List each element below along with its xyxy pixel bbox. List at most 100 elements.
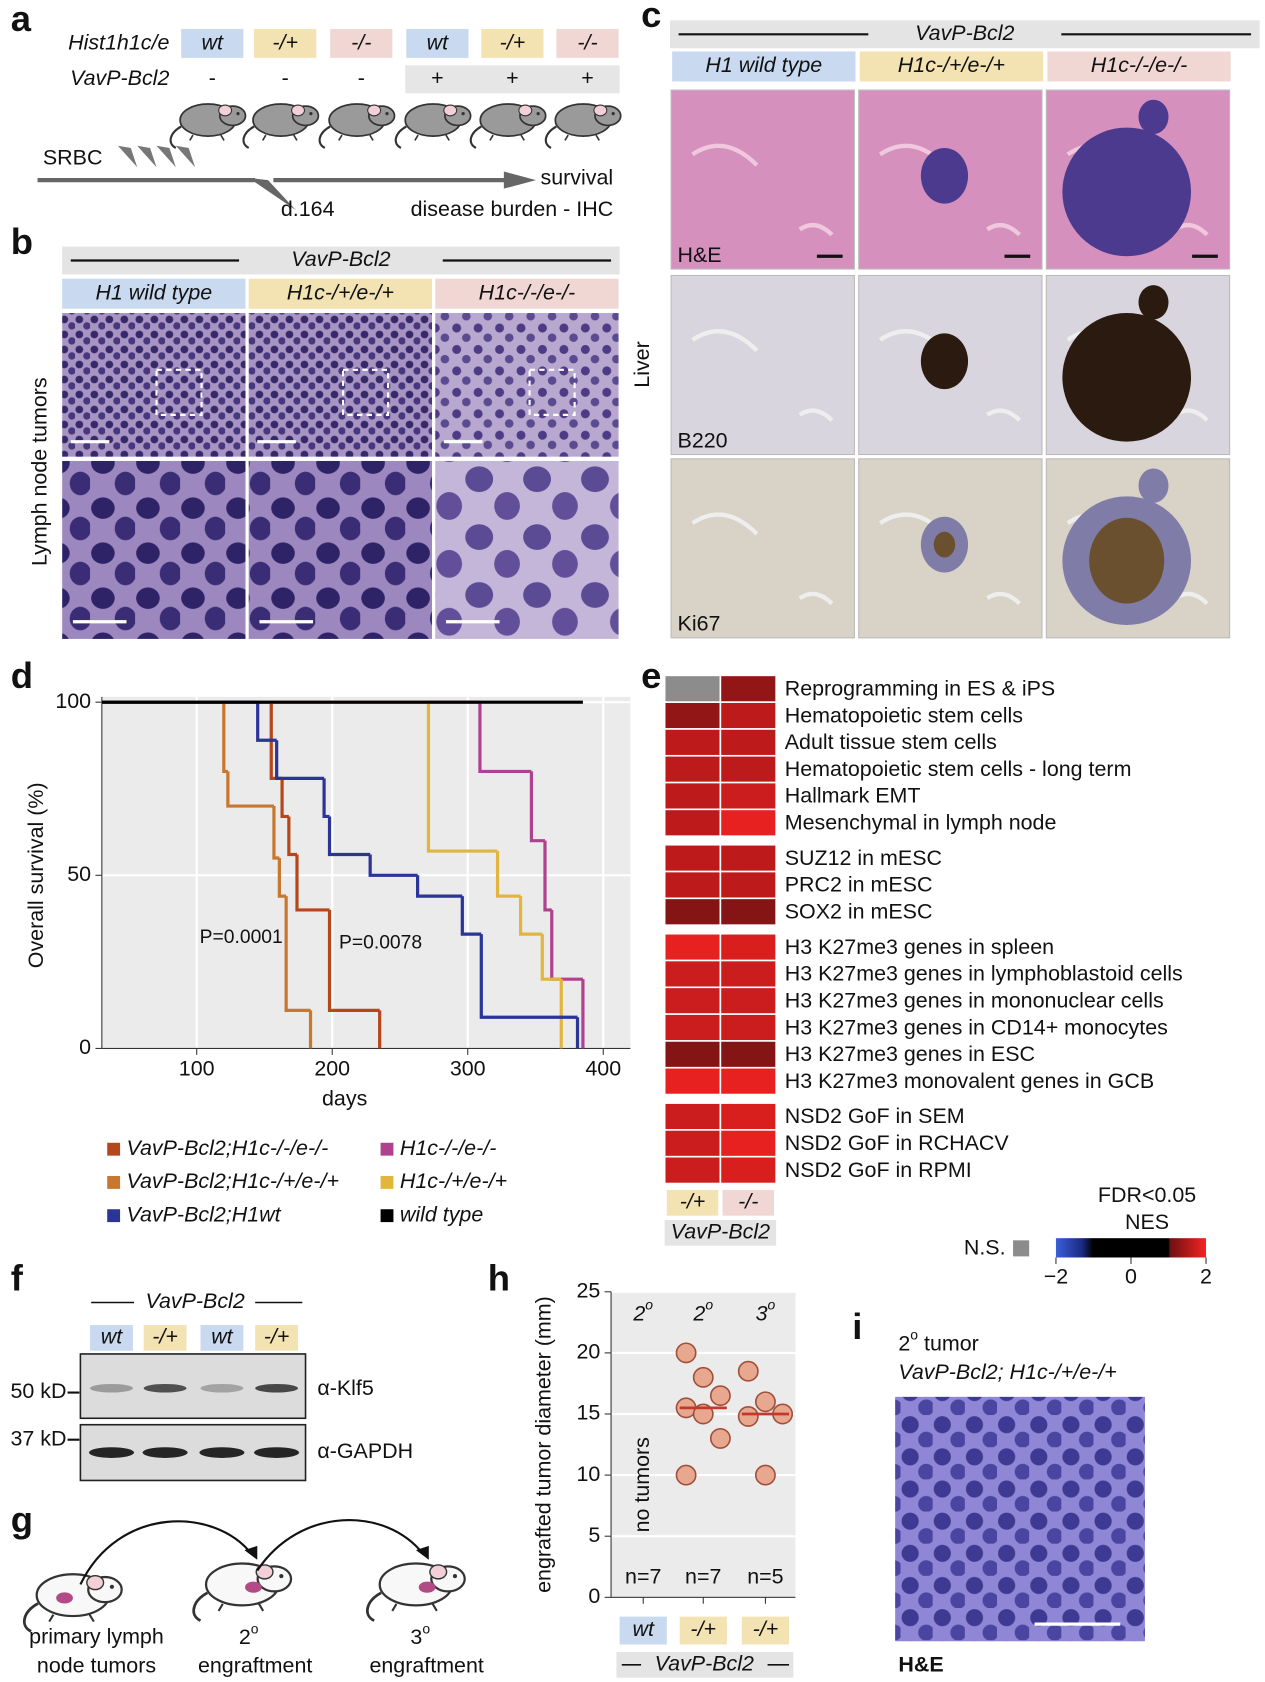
column-box [62,278,246,309]
mouse-ear [593,104,608,117]
legend-swatch [107,1176,121,1189]
mouse-feet [414,134,450,141]
heatmap-cell [663,870,722,900]
band [88,1447,135,1458]
tumor [418,1581,436,1593]
heatmap-cell [719,754,777,784]
treatment: SRBC [43,145,103,169]
mouse [242,103,320,149]
micrograph [248,313,433,457]
injection [117,145,138,168]
superscript: o [422,1620,430,1636]
tumor [920,333,969,390]
mouse-eye [279,1573,284,1579]
column-label: H1c-/-/e-/- [1091,53,1187,77]
heatmap-cell [663,986,722,1015]
legend-swatch [380,1142,394,1156]
survival-step [460,896,482,936]
panel-label: i [852,1306,862,1347]
text: tumor [924,1331,979,1355]
dot [754,1464,776,1486]
panel-label: g [11,1499,33,1540]
mouse-feet [391,1603,438,1612]
y-tick-label: 100 [55,689,91,713]
heatmap-cell [719,843,777,873]
genotype: wt [427,31,449,55]
lane-box [200,1325,244,1351]
survival-step [368,854,418,877]
micrograph [435,313,619,457]
superscript: o [705,1296,713,1312]
heatmap-cell [719,932,777,962]
heatmap-cell [719,870,777,900]
column-label: H1 wild type [95,280,212,304]
dot [675,1342,697,1364]
micrograph [895,1396,1145,1642]
number: 2 [632,1301,645,1325]
heatmap-cell [663,843,722,873]
mouse-eye [109,1584,115,1589]
column-group: VavP-Bcl2 [671,1219,770,1243]
column-label: -/+ [680,1189,706,1213]
mouse-ear [86,1574,105,1591]
survival-step [327,909,380,1012]
survival-step [426,702,498,853]
row-label: H3 K27me3 monovalent genes in GCB [785,1069,1154,1093]
mouse [366,1562,466,1622]
mouse-tail [22,1602,39,1633]
x-tick-label: wt [633,1617,655,1641]
band [255,1383,299,1393]
stain-label: B220 [678,428,728,452]
genotype-box [254,28,317,58]
readout: disease burden - IHC [411,197,614,221]
panel-label: e [641,655,661,696]
vessel [691,512,834,606]
heatmap-cell [719,959,777,989]
superscript: o [645,1296,653,1312]
heatmap-cell [719,1013,777,1042]
survival-step [415,875,463,898]
injection [175,145,196,168]
survival-step [529,771,545,843]
heatmap-cell [663,701,722,730]
genotype: -/- [351,31,371,55]
mouse-eye [461,112,465,116]
genotype-label: VavP-Bcl2; H1c-/+/e-/+ [898,1360,1116,1384]
mouse [169,103,247,149]
heatmap-cell [663,1066,722,1096]
column-label: H1c-/+/e-/+ [898,53,1005,77]
row-label: PRC2 in mESC [785,873,933,897]
heatmap-cell [663,1102,722,1131]
mouse [22,1573,123,1633]
survival-step [479,934,578,1019]
step-label: primary lymph [29,1625,164,1649]
heatmap-cell [719,1155,777,1185]
x-axis-label: days [322,1087,367,1111]
tumor [920,147,969,204]
heatmap-cell [663,932,722,962]
legend-swatch [107,1209,121,1223]
y-tick-label: 20 [576,1340,600,1364]
superscript: o [768,1296,776,1312]
mouse-eye [452,1573,458,1579]
colorbar-tick-label: 2 [1200,1265,1212,1289]
category-box [619,1616,667,1645]
ki67-core [933,531,956,558]
survival-step [543,840,552,912]
colorbar [1055,1238,1207,1258]
micrograph [248,460,433,639]
passage-label: 2o [632,1296,653,1325]
transgene-status: + [431,66,444,90]
mouse-ear [443,104,458,117]
legend-swatch [380,1209,394,1223]
survival-step [275,740,325,780]
genotype: -/- [577,31,597,55]
row-label: H3 K27me3 genes in ESC [785,1042,1035,1066]
mouse-tail [192,1591,209,1622]
mouse-feet [489,134,525,141]
gene-label: Hist1h1c/e [68,31,169,55]
tumor [56,1592,73,1604]
heatmap-cell [663,808,722,837]
